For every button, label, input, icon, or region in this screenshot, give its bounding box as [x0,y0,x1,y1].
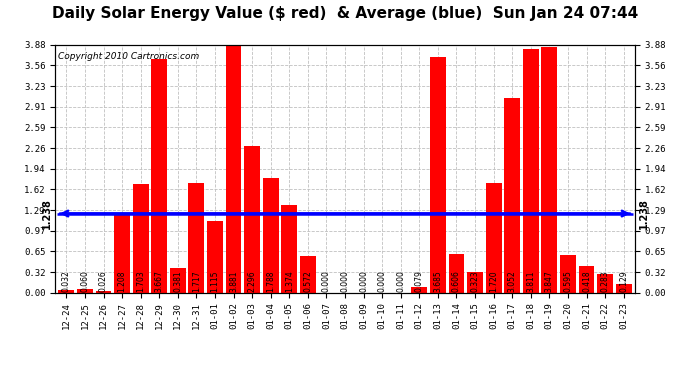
Text: 1.717: 1.717 [192,270,201,292]
Text: 0.000: 0.000 [396,270,405,292]
Text: 2.296: 2.296 [248,270,257,292]
Text: 3.811: 3.811 [526,270,535,292]
Bar [170,268,186,292]
Text: 3.847: 3.847 [545,270,554,292]
Text: 1.703: 1.703 [136,270,145,292]
Text: 0.000: 0.000 [377,270,386,292]
Text: Daily Solar Energy Value ($ red)  & Average (blue)  Sun Jan 24 07:44: Daily Solar Energy Value ($ red) & Avera… [52,6,638,21]
Text: 1.238: 1.238 [41,198,52,229]
Bar [132,184,148,292]
Bar [467,272,483,292]
Bar [263,178,279,292]
Bar [615,284,631,292]
Bar [226,45,241,292]
Text: 1.788: 1.788 [266,270,275,292]
Bar [96,291,111,292]
Text: 1.374: 1.374 [285,270,294,292]
Bar [282,205,297,292]
Bar [207,221,223,292]
Bar [504,98,520,292]
Text: 0.283: 0.283 [600,270,609,292]
Bar [77,289,93,292]
Text: Copyright 2010 Cartronics.com: Copyright 2010 Cartronics.com [58,53,199,62]
Text: 0.129: 0.129 [619,270,628,292]
Bar [597,274,613,292]
Bar [523,50,539,292]
Text: 0.606: 0.606 [452,270,461,292]
Text: 3.685: 3.685 [433,270,442,292]
Text: 0.026: 0.026 [99,270,108,292]
Text: 1.238: 1.238 [638,198,649,229]
Bar [448,254,464,292]
Text: 0.595: 0.595 [564,270,573,292]
Text: 3.052: 3.052 [508,270,517,292]
Bar [151,58,167,292]
Text: 0.079: 0.079 [415,270,424,292]
Bar [579,266,594,292]
Text: 0.000: 0.000 [322,270,331,292]
Bar [114,216,130,292]
Text: 3.667: 3.667 [155,270,164,292]
Bar [300,256,316,292]
Bar [430,57,446,292]
Text: 1.208: 1.208 [117,270,126,292]
Text: 3.881: 3.881 [229,270,238,292]
Bar [188,183,204,292]
Bar [244,146,260,292]
Text: 1.720: 1.720 [489,270,498,292]
Bar [542,47,558,292]
Text: 0.381: 0.381 [173,270,182,292]
Text: 0.572: 0.572 [304,270,313,292]
Text: 0.323: 0.323 [471,270,480,292]
Bar [59,291,75,292]
Bar [560,255,576,292]
Text: 1.115: 1.115 [210,270,219,292]
Text: 0.060: 0.060 [81,270,90,292]
Bar [486,183,502,292]
Text: 0.032: 0.032 [62,270,71,292]
Text: 0.000: 0.000 [340,270,350,292]
Text: 0.000: 0.000 [359,270,368,292]
Text: 0.418: 0.418 [582,270,591,292]
Bar [411,288,427,292]
